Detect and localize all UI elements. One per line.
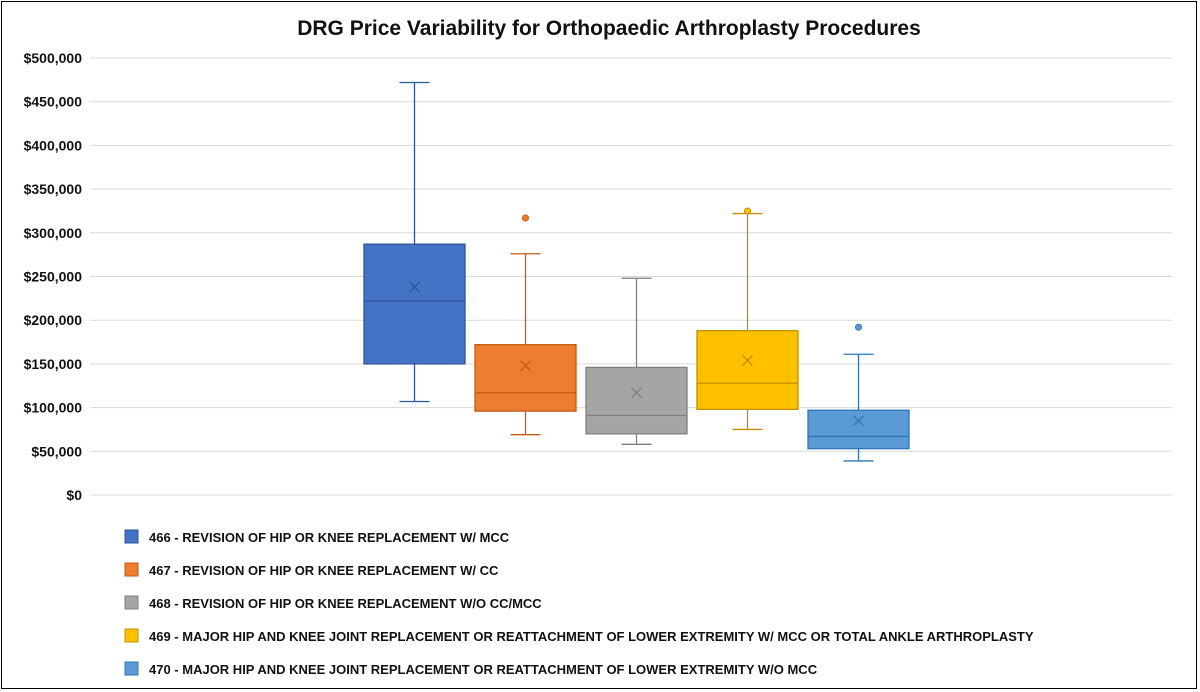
- legend-swatch-0: [124, 529, 139, 544]
- y-tick-label-2: $100,000: [24, 400, 83, 416]
- chart-title: DRG Price Variability for Orthopaedic Ar…: [297, 17, 921, 40]
- box-group-3: [696, 207, 799, 431]
- box-group-2: [585, 277, 688, 445]
- legend-label-0: 466 - REVISION OF HIP OR KNEE REPLACEMEN…: [149, 530, 510, 545]
- box-0: [363, 243, 466, 365]
- outlier-point-3-0: [744, 207, 751, 215]
- legend-label-4: 470 - MAJOR HIP AND KNEE JOINT REPLACEME…: [149, 662, 818, 677]
- legend-swatch-4: [124, 661, 139, 676]
- gridlines: [90, 57, 1172, 496]
- y-tick-label-10: $500,000: [24, 50, 83, 66]
- box-2: [585, 366, 688, 435]
- legend-swatch-2: [124, 595, 139, 610]
- y-tick-label-6: $300,000: [24, 225, 83, 241]
- outlier-point-4-0: [855, 323, 862, 331]
- box-group-1: [474, 214, 577, 436]
- mean-marker-2: [631, 387, 642, 399]
- box-3: [696, 330, 799, 410]
- mean-marker-4: [853, 415, 864, 427]
- box-4: [807, 409, 910, 450]
- legend-swatch-3: [124, 628, 139, 643]
- y-tick-label-8: $400,000: [24, 137, 83, 153]
- box-series: [363, 81, 910, 462]
- box-1: [474, 344, 577, 412]
- legend-swatch-1: [124, 562, 139, 577]
- mean-marker-1: [520, 360, 531, 372]
- box-group-4: [807, 323, 910, 462]
- legend: 466 - REVISION OF HIP OR KNEE REPLACEMEN…: [124, 529, 1034, 677]
- y-tick-label-4: $200,000: [24, 312, 83, 328]
- legend-label-1: 467 - REVISION OF HIP OR KNEE REPLACEMEN…: [149, 563, 499, 578]
- mean-marker-3: [742, 354, 753, 366]
- legend-label-3: 469 - MAJOR HIP AND KNEE JOINT REPLACEME…: [149, 629, 1034, 644]
- y-tick-label-9: $450,000: [24, 94, 83, 110]
- y-tick-label-3: $150,000: [24, 356, 83, 372]
- legend-label-2: 468 - REVISION OF HIP OR KNEE REPLACEMEN…: [149, 596, 542, 611]
- box-group-0: [363, 81, 466, 403]
- y-tick-label-7: $350,000: [24, 181, 83, 197]
- y-tick-label-1: $50,000: [31, 443, 82, 459]
- mean-marker-0: [409, 281, 420, 293]
- y-tick-label-5: $250,000: [24, 269, 83, 285]
- y-tick-label-0: $0: [66, 487, 82, 503]
- outlier-point-1-0: [522, 214, 529, 222]
- y-axis: $0 $50,000 $100,000 $150,000 $200,000 $250,00…: [24, 50, 83, 503]
